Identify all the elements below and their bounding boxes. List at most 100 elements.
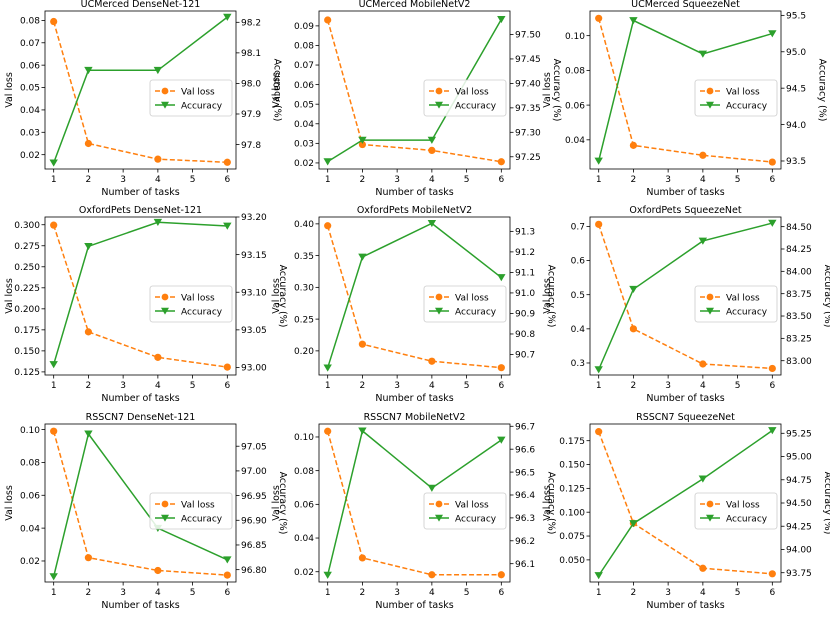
legend-label: Accuracy (181, 307, 223, 317)
x-tick-label: 5 (190, 588, 196, 598)
x-axis-label: Number of tasks (646, 187, 724, 198)
y-tick-label: 0.03 (20, 128, 40, 138)
legend-marker-triangle (706, 101, 714, 109)
y-tick-label: 0.40 (294, 220, 314, 230)
series-line (326, 222, 502, 369)
x-axis: 1 2 3 4 5 6 Number of tasks (325, 375, 504, 404)
y-tick-label: 0.08 (294, 42, 314, 52)
x-tick-label: 2 (631, 588, 637, 598)
y2-tick-label: 96.4 (515, 491, 535, 501)
series-line (326, 429, 502, 576)
y-tick-label: 0.5 (571, 291, 585, 301)
legend: Val loss Accuracy (694, 285, 778, 323)
data-point-circle (223, 158, 231, 166)
y2-tick-label: 94.00 (786, 546, 812, 556)
y2-tick-label: 91.0 (515, 289, 535, 299)
data-point-triangle (358, 427, 367, 435)
y2-tick-label: 96.80 (241, 566, 267, 576)
data-point-circle (595, 14, 603, 22)
y-axis-right: 93.00 93.05 93.10 93.15 93.20 Accuracy (%) (236, 213, 288, 374)
legend-label: Val loss (726, 293, 760, 303)
y2-tick-label: 90.9 (515, 310, 535, 320)
y2-tick-label: 91.2 (515, 248, 535, 258)
series-line (597, 222, 773, 370)
x-tick-label: 6 (498, 381, 504, 391)
y-axis-left: 0.04 0.06 0.08 0.10 Val loss (542, 32, 590, 146)
data-point-circle (324, 427, 332, 435)
series-val-loss (324, 427, 505, 579)
y2-axis-label: Accuracy (%) (271, 59, 282, 122)
y-tick-label: 0.10 (565, 32, 585, 42)
data-point-circle (154, 155, 162, 163)
x-tick-label: 3 (120, 588, 126, 598)
x-axis-label: Number of tasks (646, 600, 724, 611)
data-point-triangle (49, 361, 58, 369)
y-tick-label: 0.02 (20, 151, 40, 161)
data-point-triangle (629, 520, 638, 528)
y-tick-label: 0.04 (294, 120, 314, 130)
x-tick-label: 5 (464, 381, 470, 391)
plot-frame (589, 216, 782, 376)
x-axis-label: Number of tasks (101, 187, 179, 198)
x-axis-label: Number of tasks (375, 393, 453, 404)
subplot-6: OxfordPets SqueezeNet 1 2 3 4 5 6 Number of tas… (542, 205, 830, 404)
subplot-9: RSSCN7 SqueezeNet 1 2 3 4 5 6 Number of tasks 0.… (542, 412, 830, 611)
legend-marker-triangle (435, 307, 443, 315)
data-point-triangle (497, 436, 506, 444)
data-point-circle (428, 571, 436, 579)
data-point-triangle (768, 30, 777, 38)
y-tick-label: 0.150 (559, 461, 585, 471)
plot-frame (44, 216, 237, 376)
data-point-triangle (84, 66, 93, 75)
x-tick-label: 3 (665, 381, 671, 391)
legend-label: Accuracy (181, 514, 223, 524)
legend: Val loss Accuracy (694, 79, 778, 117)
series-val-loss (50, 427, 231, 579)
y-tick-label: 0.06 (565, 101, 585, 111)
y-tick-label: 0.125 (14, 368, 40, 378)
series-line (52, 432, 228, 577)
data-point-triangle (594, 366, 603, 374)
x-tick-label: 4 (429, 588, 435, 598)
legend-label: Accuracy (455, 101, 497, 111)
x-tick-label: 2 (86, 175, 92, 185)
series-line (597, 431, 773, 575)
y2-tick-label: 94.75 (786, 476, 812, 486)
y-axis-right: 93.75 94.00 94.25 94.50 94.75 95.00 95.25 Accur… (781, 429, 830, 579)
y2-tick-label: 97.45 (515, 55, 541, 65)
data-point-triangle (629, 17, 638, 25)
y-tick-label: 0.05 (294, 100, 314, 110)
series-val-loss (50, 221, 231, 371)
y2-tick-label: 97.9 (241, 110, 261, 120)
data-point-circle (497, 364, 505, 372)
data-point-triangle (427, 220, 437, 228)
x-tick-label: 2 (360, 588, 366, 598)
data-point-triangle (427, 136, 437, 144)
y2-tick-label: 95.5 (786, 12, 806, 22)
x-tick-label: 5 (464, 175, 470, 185)
y2-tick-label: 93.20 (241, 213, 267, 223)
plot-frame (44, 10, 237, 170)
data-point-circle (497, 571, 505, 579)
x-tick-label: 6 (224, 381, 230, 391)
data-point-triangle (153, 66, 163, 75)
y-tick-label: 0.150 (14, 347, 40, 357)
legend-marker-triangle (161, 514, 169, 522)
x-axis-label: Number of tasks (646, 393, 724, 404)
legend-label: Val loss (455, 500, 489, 510)
data-point-triangle (698, 50, 708, 58)
legend-label: Accuracy (455, 307, 497, 317)
legend-box (423, 492, 507, 530)
y-axis-label: Val loss (542, 278, 553, 314)
y-tick-label: 0.08 (294, 467, 314, 477)
y2-tick-label: 96.6 (515, 445, 535, 455)
y-tick-label: 0.08 (20, 17, 40, 27)
legend-marker-triangle (161, 101, 169, 109)
data-point-triangle (768, 427, 777, 435)
y2-tick-label: 96.2 (515, 537, 535, 547)
legend-box (149, 79, 233, 117)
y-tick-label: 0.200 (14, 305, 40, 315)
data-point-triangle (768, 219, 777, 227)
